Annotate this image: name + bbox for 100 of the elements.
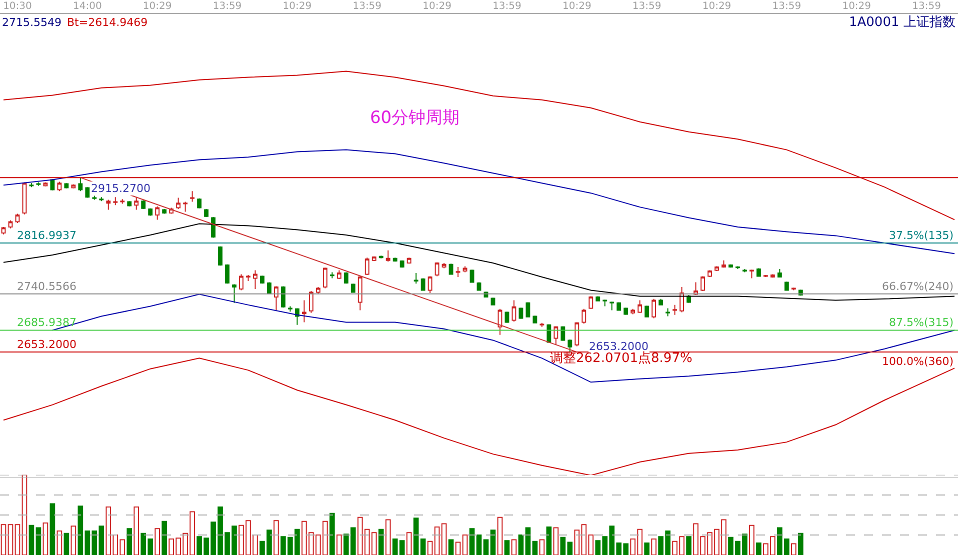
candlestick bbox=[267, 282, 272, 294]
candlestick bbox=[29, 182, 34, 188]
candlestick bbox=[71, 184, 76, 189]
candlestick bbox=[596, 296, 600, 302]
candlestick bbox=[336, 270, 342, 280]
candlestick bbox=[78, 177, 83, 192]
candlestick bbox=[448, 263, 454, 275]
x-tick-label: 10:29 bbox=[842, 1, 872, 12]
candlestick bbox=[99, 196, 104, 202]
candlestick bbox=[750, 269, 754, 279]
bar bbox=[126, 528, 132, 555]
candlestick bbox=[239, 274, 244, 291]
bar bbox=[162, 520, 167, 555]
candlestick bbox=[602, 299, 608, 307]
bar bbox=[798, 532, 804, 555]
candlestick bbox=[644, 305, 650, 318]
candlestick bbox=[770, 274, 775, 278]
ref-line-label: 2685.9387 bbox=[17, 316, 76, 329]
annotation: 2915.2700 bbox=[91, 182, 150, 195]
ref-line-label: 2816.9937 bbox=[17, 229, 76, 242]
candlestick bbox=[204, 208, 208, 218]
annotation: 87.5%(315) bbox=[889, 316, 954, 329]
annotation: Bt=2614.9469 bbox=[67, 16, 148, 29]
candlestick bbox=[162, 208, 167, 214]
bar bbox=[420, 538, 426, 555]
candlestick bbox=[518, 307, 524, 320]
x-tick-label: 13:59 bbox=[352, 1, 382, 12]
candlestick bbox=[43, 182, 48, 187]
bar bbox=[469, 528, 475, 555]
candlestick bbox=[540, 322, 544, 328]
candlestick bbox=[106, 199, 111, 210]
candlestick bbox=[742, 268, 747, 273]
candlestick bbox=[218, 246, 222, 266]
x-tick-label: 13:59 bbox=[912, 1, 941, 12]
candlestick bbox=[50, 179, 55, 191]
candlestick bbox=[784, 281, 789, 291]
candlestick bbox=[120, 198, 125, 204]
candlestick bbox=[92, 195, 97, 200]
candlestick bbox=[344, 272, 348, 284]
candlestick bbox=[183, 201, 188, 212]
candlestick bbox=[8, 220, 13, 229]
candlestick bbox=[560, 326, 566, 342]
ref-line-label: 2653.2000 bbox=[17, 338, 76, 351]
bar bbox=[28, 524, 34, 555]
x-tick-label: 10:29 bbox=[702, 1, 732, 12]
candlestick bbox=[728, 264, 733, 268]
annotation: 100.0%(360) bbox=[882, 355, 954, 368]
bar bbox=[483, 539, 489, 555]
candlestick bbox=[288, 306, 292, 312]
candlestick bbox=[414, 272, 418, 284]
candlestick bbox=[582, 308, 586, 324]
candlestick bbox=[148, 208, 153, 216]
candlestick bbox=[456, 266, 460, 278]
candlestick bbox=[763, 274, 768, 278]
candlestick bbox=[756, 268, 761, 277]
x-tick-label: 13:59 bbox=[492, 1, 522, 12]
candlestick bbox=[546, 324, 552, 343]
bar bbox=[686, 536, 692, 555]
candlestick bbox=[526, 302, 530, 318]
candlestick bbox=[652, 298, 656, 319]
x-tick-label: 10:30 bbox=[3, 1, 32, 12]
candlestick bbox=[57, 181, 62, 192]
x-tick-label: 13:59 bbox=[212, 1, 242, 12]
candlestick bbox=[512, 300, 516, 322]
candlestick bbox=[232, 284, 236, 304]
candlestick bbox=[434, 262, 440, 277]
bar bbox=[644, 542, 650, 555]
bar bbox=[490, 530, 496, 555]
bar bbox=[756, 542, 762, 555]
bar bbox=[532, 540, 538, 555]
candlestick bbox=[428, 276, 432, 294]
bar bbox=[504, 540, 510, 555]
candlestick bbox=[260, 275, 264, 284]
candlestick bbox=[190, 190, 195, 202]
annotation: 37.5%(135) bbox=[889, 229, 954, 242]
x-tick-label: 10:29 bbox=[282, 1, 312, 12]
candlestick bbox=[714, 266, 719, 272]
candlestick bbox=[64, 182, 69, 189]
candlestick bbox=[791, 287, 796, 291]
candlestick bbox=[392, 257, 398, 262]
x-tick-label: 10:29 bbox=[422, 1, 452, 12]
x-tick-label: 10:29 bbox=[142, 1, 172, 12]
candlestick bbox=[708, 270, 712, 278]
bar bbox=[476, 534, 482, 555]
x-tick-label: 13:59 bbox=[772, 1, 802, 12]
candlestick bbox=[666, 308, 670, 317]
candlestick bbox=[588, 296, 594, 310]
candlestick bbox=[253, 270, 258, 290]
x-tick-label: 13:59 bbox=[632, 1, 662, 12]
candlestick bbox=[470, 269, 474, 283]
bar bbox=[413, 518, 419, 555]
candlestick bbox=[777, 268, 782, 278]
candlestick bbox=[294, 308, 300, 326]
candlestick bbox=[406, 257, 412, 264]
candlestick bbox=[308, 290, 314, 314]
x-tick-label: 10:29 bbox=[562, 1, 592, 12]
candlestick bbox=[197, 198, 202, 209]
bar bbox=[50, 503, 56, 555]
candlestick bbox=[532, 315, 538, 324]
candlestick bbox=[350, 283, 356, 293]
